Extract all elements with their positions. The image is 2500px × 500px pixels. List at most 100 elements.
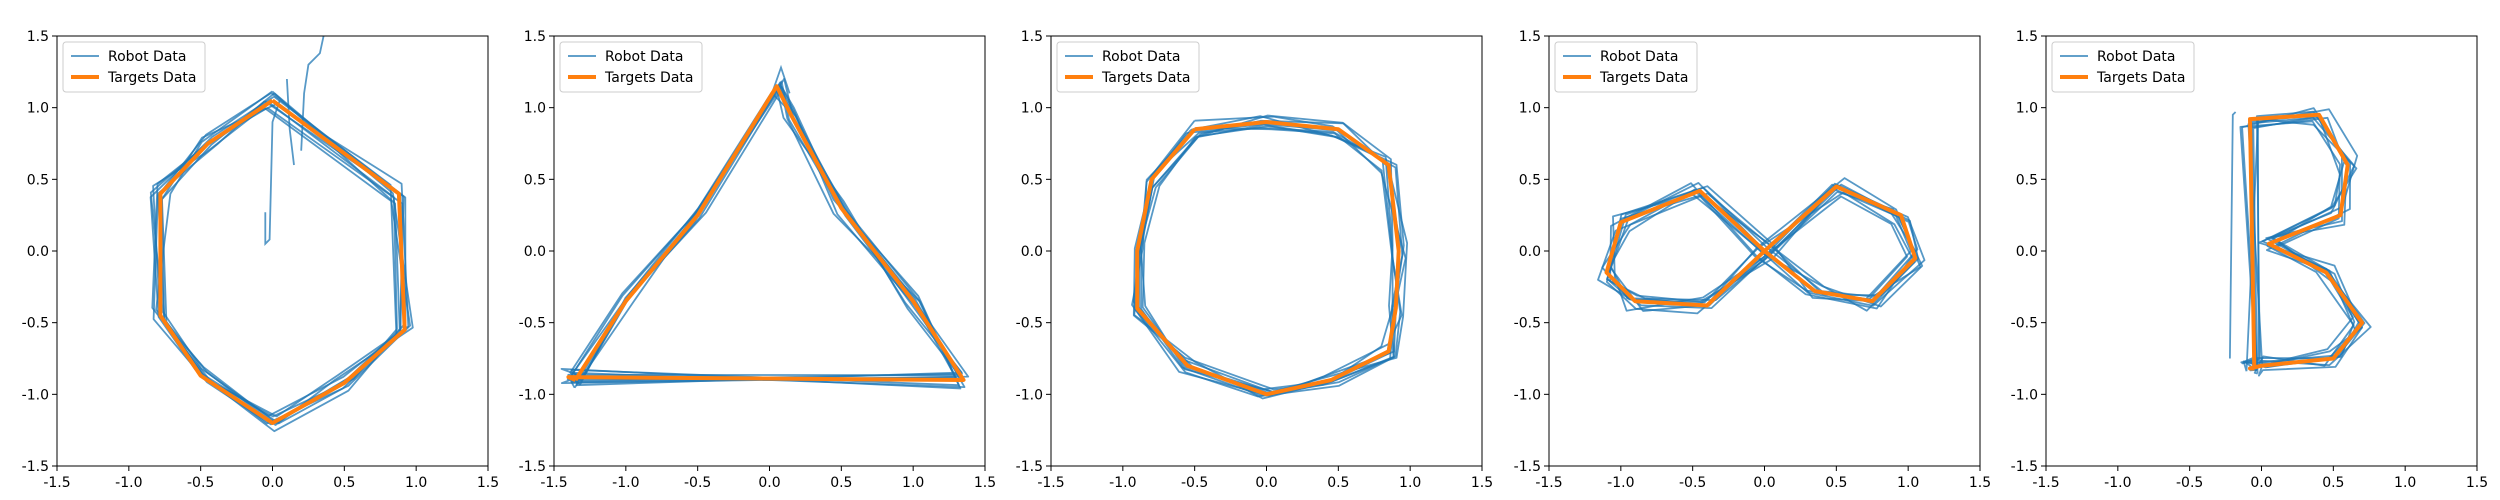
robot-data-line [2229,111,2237,359]
axes-frame [1050,35,1483,467]
robot-data-line [560,91,957,384]
subplot-2: -1.5 -1.0 -0.5 0.0 0.5 1.0 1.5 -1.5 -1.0 -0.5 0.0 0… [519,29,996,491]
y-tick-label: -1.5 [519,459,546,475]
robot-data-line [286,78,295,166]
plot-area [1131,114,1408,400]
x-tick-label: -0.5 [1181,475,1208,491]
legend-target-label: Targets Data [604,70,693,86]
x-tick-label: 1.5 [974,475,996,491]
y-tick-label: 0.5 [1519,172,1541,188]
robot-data-line [571,91,970,384]
y-tick-label: 0.0 [27,244,49,260]
x-tick-label: 0.5 [1327,475,1349,491]
x-tick-label: 1.5 [477,475,499,491]
y-tick-label: -0.5 [2011,316,2038,332]
targets-data-line [1135,120,1401,397]
y-tick-label: 0.5 [524,172,546,188]
targets-data-line [1604,184,1918,308]
y-tick-label: 1.5 [1519,29,1541,45]
legend: Robot Data Targets Data [1056,41,1200,93]
x-tick-label: 0.0 [2250,475,2272,491]
x-tick-label: -0.5 [187,475,214,491]
x-tick-label: 0.5 [2322,475,2344,491]
y-tick-label: -0.5 [22,316,49,332]
legend: Robot Data Targets Data [559,41,703,93]
y-tick-label: 0.0 [524,244,546,260]
legend-robot-label: Robot Data [108,49,186,65]
x-tick-label: 1.0 [1399,475,1421,491]
robot-data-line [149,107,404,425]
y-tick-label: 1.5 [27,29,49,45]
x-tick-label: -1.0 [1607,475,1634,491]
plot-area [560,64,970,390]
y-tick-label: 1.0 [2016,101,2038,117]
robot-data-line [1132,119,1395,394]
legend: Robot Data Targets Data [62,41,206,93]
legend: Robot Data Targets Data [2051,41,2195,93]
y-tick-label: -0.5 [519,316,546,332]
x-tick-label: 1.0 [405,475,427,491]
targets-data-line [158,98,407,425]
x-tick-label: 1.0 [902,475,924,491]
y-tick-label: -1.0 [1514,387,1541,403]
robot-data-line [575,77,963,387]
x-tick-label: -1.0 [115,475,142,491]
y-tick-label: -1.5 [1016,459,1043,475]
legend-target-label: Targets Data [107,70,196,86]
y-tick-label: 1.5 [2016,29,2038,45]
x-tick-label: -1.0 [2104,475,2131,491]
y-tick-label: -1.5 [1514,459,1541,475]
subplot-5: -1.5 -1.0 -0.5 0.0 0.5 1.0 1.5 -1.5 -1.0 -0.5 0.0 0… [2011,29,2488,491]
y-tick-label: -0.5 [1016,316,1043,332]
x-tick-label: 1.5 [1471,475,1493,491]
x-tick-label: 0.5 [333,475,355,491]
x-tick-label: -1.0 [612,475,639,491]
x-tick-label: 0.5 [1825,475,1847,491]
y-tick-label: 1.5 [524,29,546,45]
y-tick-label: 1.0 [27,101,49,117]
legend: Robot Data Targets Data [1554,41,1698,93]
x-tick-label: 0.0 [1255,475,1277,491]
y-tick-label: -1.0 [1016,387,1043,403]
robot-data-line [570,80,963,389]
x-tick-label: 0.0 [261,475,283,491]
y-tick-label: 0.0 [2016,244,2038,260]
robot-data-line [569,85,966,388]
x-tick-label: -1.5 [1037,475,1064,491]
legend-box [559,41,703,93]
robot-data-line [157,92,407,433]
legend-robot-label: Robot Data [1102,49,1180,65]
y-tick-label: 0.0 [1021,244,1043,260]
x-tick-label: 1.5 [2466,475,2488,491]
robot-data-line [160,92,401,425]
robot-data-line [1612,182,1926,312]
x-tick-label: -1.5 [2032,475,2059,491]
x-tick-label: -1.5 [1535,475,1562,491]
plot-area [149,36,414,433]
y-tick-label: 1.0 [1519,101,1541,117]
legend-robot-label: Robot Data [2097,49,2175,65]
y-tick-label: -0.5 [1514,316,1541,332]
robot-data-line [300,36,325,151]
y-tick-label: 0.5 [2016,172,2038,188]
x-tick-label: -1.5 [43,475,70,491]
y-tick-label: 1.0 [1021,101,1043,117]
x-tick-label: 1.0 [2394,475,2416,491]
robot-data-line [2240,116,2354,364]
robot-data-line [2241,107,2355,375]
legend-box [1056,41,1200,93]
legend-target-label: Targets Data [2096,70,2185,86]
y-tick-label: -1.0 [519,387,546,403]
robot-data-line [560,81,962,390]
x-tick-label: -0.5 [2176,475,2203,491]
x-tick-label: 0.5 [830,475,852,491]
robot-data-line [264,100,281,246]
subplot-4: -1.5 -1.0 -0.5 0.0 0.5 1.0 1.5 -1.5 -1.0 -0.5 0.0 0… [1514,29,1991,491]
axes-frame [2045,35,2478,467]
robot-data-line [567,85,961,386]
y-tick-label: 0.0 [1519,244,1541,260]
y-tick-label: 1.5 [1021,29,1043,45]
robot-data-line [570,84,960,387]
y-tick-label: 1.0 [524,101,546,117]
